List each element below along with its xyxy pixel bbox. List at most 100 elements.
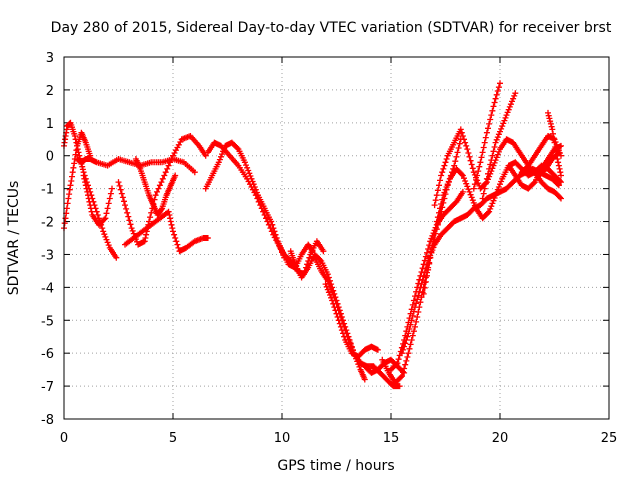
data-point (480, 190, 487, 197)
y-tick-label: -7 (41, 380, 54, 395)
data-point (418, 294, 425, 301)
data-point (168, 221, 175, 228)
data-point (510, 95, 517, 102)
data-point (442, 186, 449, 193)
y-tick-label: 1 (46, 117, 54, 132)
data-point (66, 186, 73, 193)
data-point (271, 228, 278, 235)
y-tick-label: -2 (41, 216, 54, 231)
data-point (100, 228, 107, 235)
data-point (361, 376, 368, 383)
data-point (269, 221, 276, 228)
y-axis-label: SDTVAR / TECUs (6, 181, 22, 296)
data-point (73, 147, 80, 154)
data-point (215, 159, 222, 166)
data-point (491, 144, 498, 150)
data-point (555, 162, 562, 169)
data-point (101, 231, 108, 238)
data-point (164, 165, 171, 172)
data-point (68, 178, 75, 184)
data-point (167, 215, 174, 222)
data-point (72, 151, 79, 158)
x-tick-label: 10 (274, 431, 291, 446)
data-point (154, 188, 160, 195)
data-point (481, 185, 488, 192)
data-point (461, 136, 467, 143)
data-point (553, 152, 560, 159)
data-point (255, 198, 262, 205)
data-point (512, 90, 519, 97)
data-point (165, 208, 172, 215)
data-point (550, 130, 556, 137)
data-point (162, 169, 169, 176)
data-point (425, 266, 432, 273)
data-point (204, 235, 211, 241)
data-point (546, 115, 553, 122)
data-point (557, 169, 564, 176)
data-point (168, 156, 175, 162)
data-point (169, 225, 176, 232)
data-point (452, 158, 459, 165)
data-point (406, 345, 413, 352)
data-point (69, 173, 75, 180)
data-point (549, 126, 556, 133)
data-point (475, 180, 482, 187)
data-point (218, 153, 224, 160)
data-point (428, 248, 435, 255)
y-tick-label: -6 (41, 347, 54, 362)
data-point (406, 326, 413, 332)
data-point (432, 197, 439, 204)
data-point (409, 312, 416, 319)
data-point (548, 123, 555, 130)
data-point (427, 254, 434, 261)
data-point (469, 197, 476, 204)
data-point (254, 195, 261, 202)
y-tick-label: -1 (41, 183, 54, 198)
data-point (401, 343, 408, 350)
data-point (64, 200, 71, 207)
data-point (174, 241, 181, 248)
data-point (328, 294, 335, 301)
data-point (463, 142, 470, 149)
data-point (336, 320, 343, 327)
data-point (493, 136, 500, 143)
data-point (338, 327, 345, 334)
data-point (105, 200, 112, 207)
data-point (404, 333, 411, 340)
data-point (420, 290, 427, 297)
data-point (234, 145, 241, 151)
data-point (476, 163, 483, 170)
data-point (412, 304, 418, 311)
data-point (474, 172, 481, 179)
data-point (498, 178, 505, 185)
data-point (87, 202, 94, 209)
data-point (121, 198, 127, 205)
data-point (511, 92, 518, 99)
data-point (434, 187, 441, 194)
data-point (443, 156, 450, 162)
data-point (434, 214, 441, 221)
data-point (258, 205, 265, 212)
data-point (393, 361, 400, 368)
data-point (489, 107, 496, 114)
data-point (335, 317, 342, 324)
data-point (451, 162, 458, 169)
data-point (155, 185, 162, 192)
data-point (455, 145, 462, 151)
data-point (113, 254, 120, 261)
data-point (161, 172, 168, 179)
data-point (119, 194, 126, 201)
data-point (457, 126, 464, 133)
data-point (414, 314, 421, 320)
data-point (261, 212, 268, 218)
data-point (82, 182, 89, 189)
series-s21 (479, 90, 519, 202)
data-point (404, 354, 411, 360)
data-point (464, 183, 471, 190)
data-point (173, 238, 180, 245)
data-point (486, 208, 493, 215)
data-point (86, 198, 93, 205)
data-point (80, 172, 87, 179)
series-s10 (268, 218, 327, 278)
data-point (436, 209, 442, 216)
